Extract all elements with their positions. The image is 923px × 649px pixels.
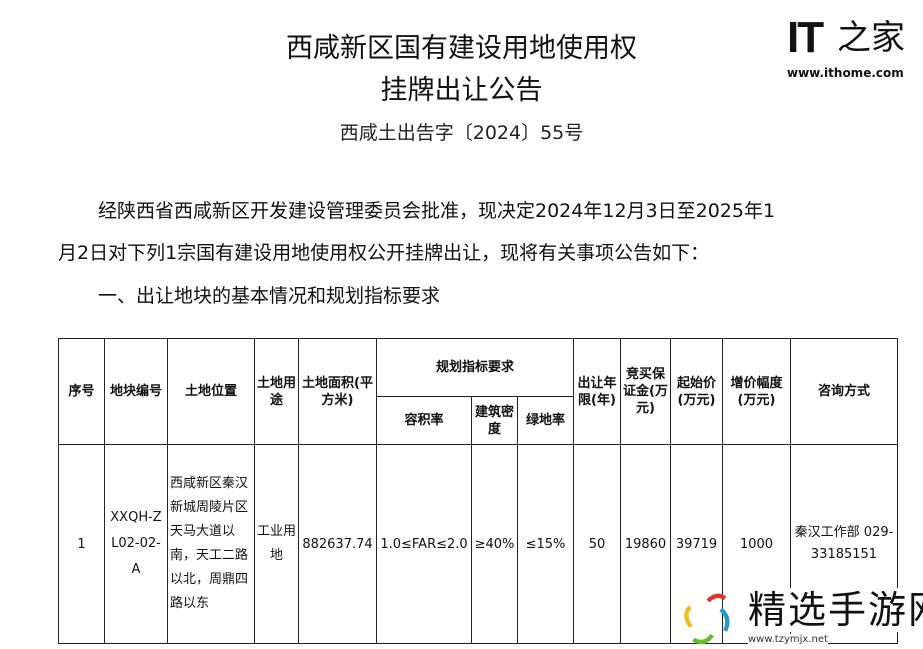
header-planning: 规划指标要求 (376, 338, 574, 397)
land-parcel-table: 序号 地块编号 土地位置 土地用途 土地面积(平方米) 规划指标要求 出让年限(… (58, 338, 898, 644)
doc-number: 西咸土出告字〔2024〕55号 (339, 122, 584, 144)
cell-far: 1.0≤FAR≤2.0 (376, 444, 472, 644)
ithome-logo: IT 之家 www.ithome.com (787, 14, 913, 84)
title-line2: 挂牌出让公告 (380, 75, 543, 106)
header-area: 土地面积(平方米) (298, 338, 377, 445)
paragraph-line1: 经陕西省西咸新区开发建设管理委员会批准，现决定2024年12月3日至2025年1 (98, 200, 776, 222)
header-density: 建筑密度 (471, 396, 518, 445)
header-location: 土地位置 (167, 338, 255, 445)
header-use: 土地用途 (254, 338, 299, 445)
cell-contact: 秦汉工作部 029-33185151 (790, 444, 898, 644)
cell-density: ≥40% (471, 444, 518, 644)
cell-no: 1 (58, 444, 105, 644)
header-far: 容积率 (376, 396, 472, 445)
cell-area: 882637.74 (298, 444, 377, 644)
table-row: 1 XXQH-ZL02-02-A 西咸新区秦汉新城周陵片区天马大道以南，天工二路… (58, 444, 898, 644)
header-deposit: 竞买保证金(万元) (620, 338, 671, 445)
section-heading: 一、出让地块的基本情况和规划指标要求 (98, 285, 441, 307)
cell-deposit: 19860 (620, 444, 671, 644)
cell-increment: 1000 (722, 444, 791, 644)
cell-term: 50 (573, 444, 621, 644)
paragraph-line2: 月2日对下列1宗国有建设用地使用权公开挂牌出让，现将有关事项公告如下： (58, 242, 710, 264)
logo-url: www.ithome.com (787, 66, 904, 80)
header-no: 序号 (58, 338, 105, 445)
header-start-price: 起始价(万元) (670, 338, 723, 445)
cell-location: 西咸新区秦汉新城周陵片区天马大道以南，天工二路以北，周鼎四路以东 (167, 444, 255, 644)
logo-zh-mark: 之家 (837, 18, 905, 58)
header-term: 出让年限(年) (573, 338, 621, 445)
logo-it-mark: IT (787, 13, 824, 62)
cell-start-price: 39719 (670, 444, 723, 644)
cell-use: 工业用地 (254, 444, 299, 644)
title-line1: 西咸新区国有建设用地使用权 (286, 33, 637, 64)
header-increment: 增价幅度(万元) (722, 338, 791, 445)
cell-parcel: XXQH-ZL02-02-A (104, 444, 168, 644)
header-parcel: 地块编号 (104, 338, 168, 445)
header-contact: 咨询方式 (790, 338, 898, 445)
cell-green: ≤15% (517, 444, 574, 644)
header-green: 绿地率 (517, 396, 574, 445)
